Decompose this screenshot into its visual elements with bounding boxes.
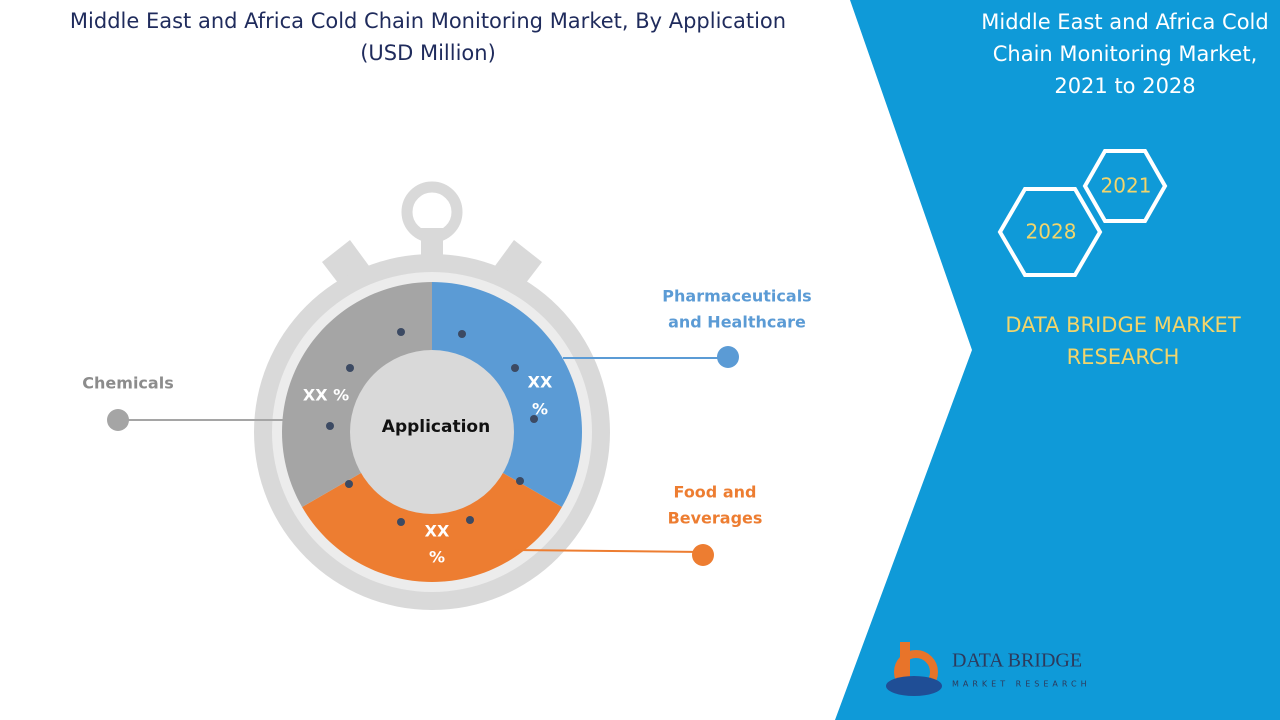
- segment-label: %: [429, 548, 445, 567]
- year: 2021: [1101, 174, 1152, 198]
- dots: [326, 328, 538, 526]
- dot: [466, 516, 474, 524]
- segment-label: XX %: [303, 386, 349, 405]
- segment-label: XX: [528, 373, 553, 392]
- category-label: Beverages: [668, 509, 763, 528]
- category-label: Pharmaceuticals: [662, 287, 811, 306]
- dot: [397, 518, 405, 526]
- dot: [326, 422, 334, 430]
- segment-label: %: [532, 400, 548, 419]
- brand: DATA BRIDGE MARKET: [1005, 313, 1240, 337]
- side-title: Chain Monitoring Market,: [993, 42, 1258, 66]
- connector-dot: [107, 409, 129, 431]
- title-line: (USD Million): [360, 41, 496, 65]
- logo: DATA BRIDGE MARKET RESEARCH: [886, 642, 1091, 696]
- dot: [345, 480, 353, 488]
- dot: [530, 415, 538, 423]
- connector-dot: [692, 544, 714, 566]
- logo-tagline: MARKET RESEARCH: [952, 680, 1091, 689]
- hexagon: [997, 187, 1103, 277]
- dot: [511, 364, 519, 372]
- dot: [516, 477, 524, 485]
- logo-name: DATA BRIDGE: [952, 650, 1082, 672]
- connector: [514, 549, 704, 553]
- segment-label: XX: [425, 522, 450, 541]
- side-title: 2021 to 2028: [1054, 74, 1195, 98]
- center-label: Application: [382, 417, 490, 437]
- dot: [346, 364, 354, 372]
- side-panel: [835, 0, 1280, 720]
- dot: [458, 330, 466, 338]
- logo-mark: [886, 676, 942, 696]
- category-label: Chemicals: [82, 374, 173, 393]
- year: 2028: [1026, 220, 1077, 244]
- category-label: Food and: [674, 483, 757, 502]
- stopwatch: [254, 181, 610, 610]
- brand: RESEARCH: [1067, 345, 1180, 369]
- hexagon: [1082, 149, 1168, 223]
- title-line: Middle East and Africa Cold Chain Monito…: [70, 9, 786, 33]
- center-disc: [350, 350, 514, 514]
- dot: [397, 328, 405, 336]
- connector-dot: [717, 346, 739, 368]
- category-label: and Healthcare: [668, 313, 806, 332]
- side-title: Middle East and Africa Cold: [981, 10, 1268, 34]
